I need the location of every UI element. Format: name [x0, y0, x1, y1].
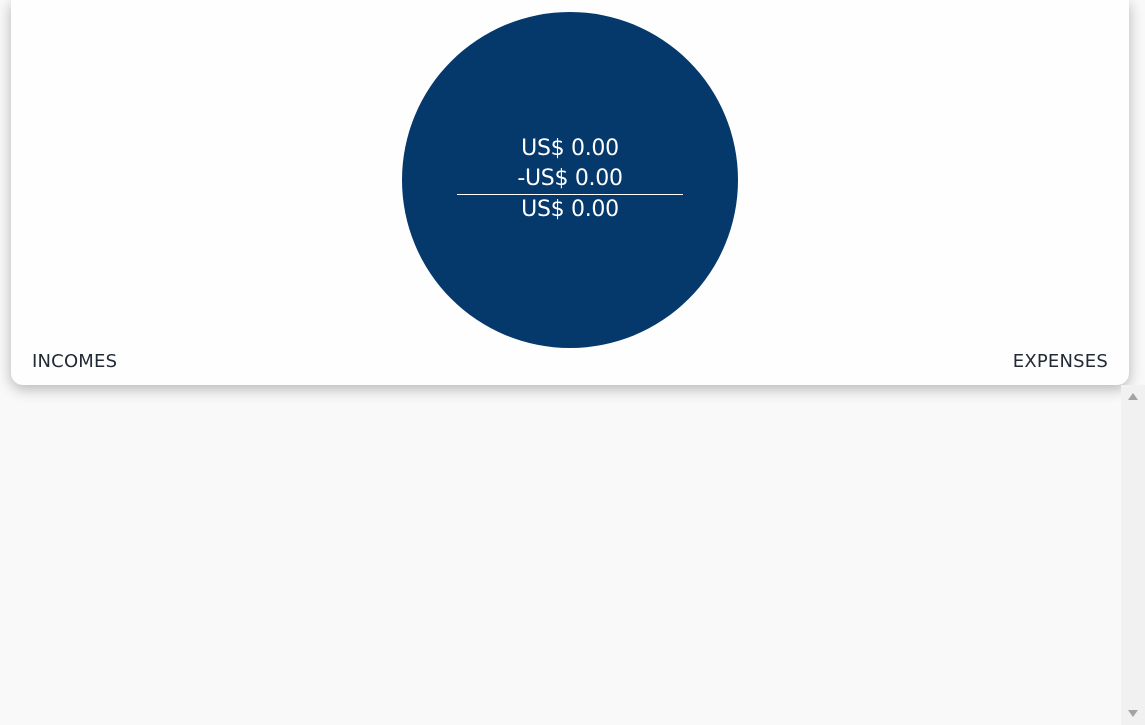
scroll-down-icon[interactable] — [1128, 710, 1138, 717]
expenses-tab[interactable]: EXPENSES — [1012, 351, 1108, 372]
incomes-amount: US$ 0.00 — [521, 136, 619, 161]
balance-circle: US$ 0.00 -US$ 0.00 US$ 0.00 — [402, 12, 738, 348]
summary-card: US$ 0.00 -US$ 0.00 US$ 0.00 INCOMES EXPE… — [11, 0, 1129, 385]
scroll-up-icon[interactable] — [1128, 393, 1138, 400]
balance-divider — [457, 194, 683, 195]
expenses-amount: -US$ 0.00 — [517, 166, 623, 191]
vertical-scrollbar[interactable] — [1121, 385, 1145, 725]
incomes-tab[interactable]: INCOMES — [32, 351, 118, 372]
balance-amount: US$ 0.00 — [521, 197, 619, 222]
